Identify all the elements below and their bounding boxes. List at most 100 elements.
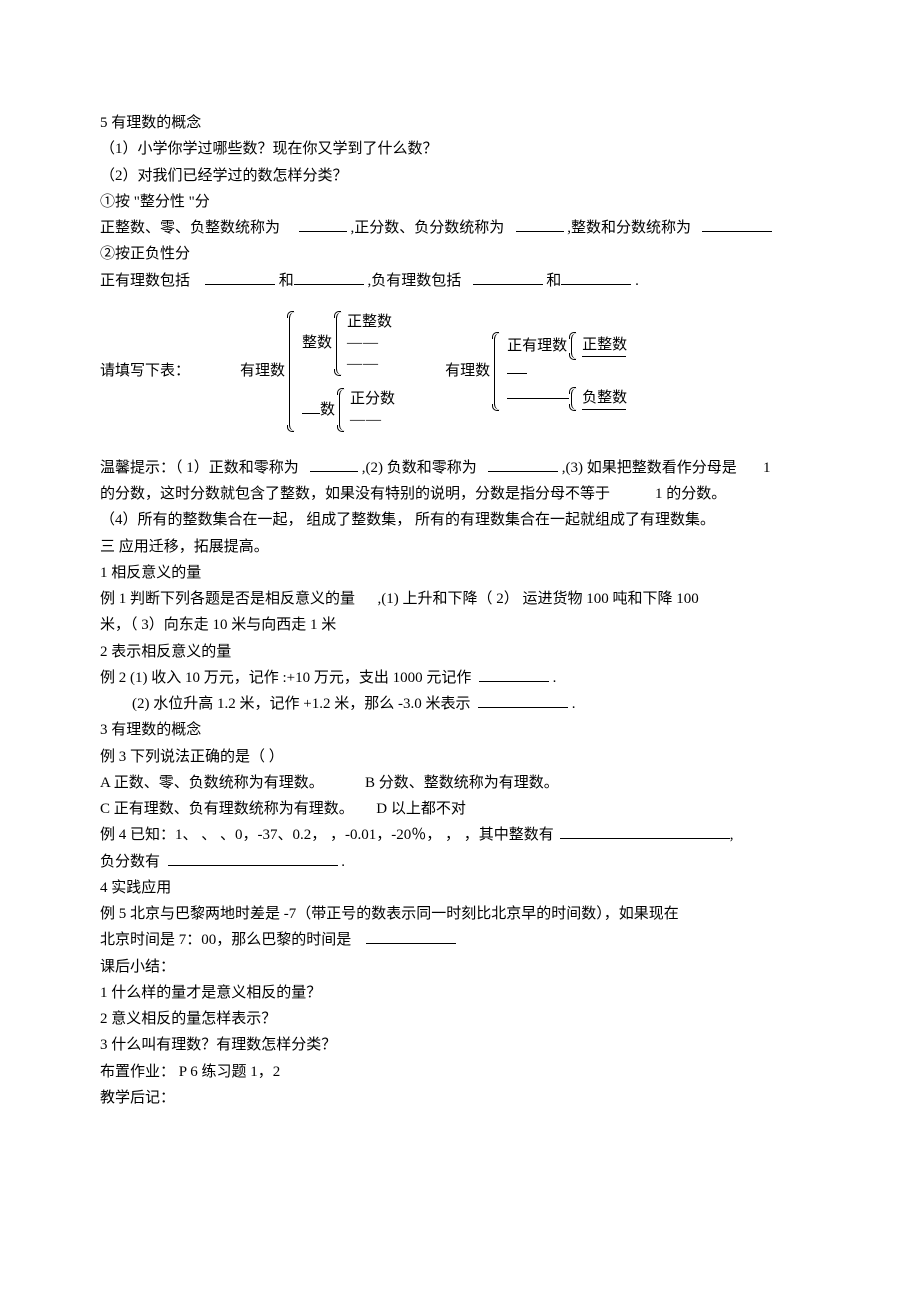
node-label: 整数	[302, 330, 334, 356]
leaves: 正分数 ——	[348, 389, 395, 431]
text: ,(1) 上升和下降（ 2） 运进货物 100 吨和下降 100	[378, 591, 699, 607]
text: 温馨提示：（ 1）正数和零称为	[100, 460, 299, 476]
ex3-opts-row2: C 正有理数、负有理数统称为有理数。 D 以上都不对	[100, 796, 820, 822]
tip-line-2: 的分数，这时分数就包含了整数，如果没有特别的说明，分数是指分母不等于 1 的分数…	[100, 481, 820, 507]
ex4-line1: 例 4 已知：1、 、 、0，-37、0.2， ，-0.01，-20％， ， ，…	[100, 822, 820, 848]
leaf-blank: ——	[347, 354, 392, 375]
tree-right: 有理数 正有理数 正整数 负整数	[445, 333, 627, 410]
option-a: A 正数、零、负数统称为有理数。	[100, 775, 324, 791]
leaf-blank: ——	[347, 333, 392, 354]
section5-title: 5 有理数的概念	[100, 110, 820, 136]
ex4-line2: 负分数有 .	[100, 849, 820, 875]
document-page: 5 有理数的概念 （1）小学你学过哪些数？现在你又学到了什么数？ （2）对我们已…	[0, 0, 920, 1171]
summary-title: 课后小结：	[100, 954, 820, 980]
text: 1 的分数。	[655, 486, 726, 502]
classify-1-title: ①按 "整分性 "分	[100, 189, 820, 215]
blank	[205, 270, 275, 285]
text: 的分数，这时分数就包含了整数，如果没有特别的说明，分数是指分母不等于	[100, 486, 610, 502]
classification-trees: 请填写下表： 有理数 整数 正整数 —— —— 数	[100, 312, 820, 431]
brace-icon	[571, 388, 580, 410]
leaf: 正分数	[350, 389, 395, 410]
tree-node-frac: 数 正分数 ——	[302, 389, 395, 431]
classify-1-line: 正整数、零、负整数统称为 ,正分数、负分数统称为 ,整数和分数统称为	[100, 215, 820, 241]
text: 负分数有	[100, 854, 160, 870]
ex1-line1: 例 1 判断下列各题是否是相反意义的量 ,(1) 上升和下降（ 2） 运进货物 …	[100, 586, 820, 612]
blank	[302, 413, 320, 414]
tree-children: 正有理数 正整数 负整数	[503, 333, 627, 410]
text: ,	[730, 822, 734, 848]
q-5-2: （2）对我们已经学过的数怎样分类？	[100, 163, 820, 189]
ex3-stem: 例 3 下列说法正确的是（ ）	[100, 744, 820, 770]
brace-icon	[289, 312, 298, 431]
blank	[299, 218, 347, 233]
brace-icon	[336, 312, 345, 375]
blank	[168, 851, 338, 866]
ex3-opts-row1: A 正数、零、负数统称为有理数。 B 分数、整数统称为有理数。	[100, 770, 820, 796]
blank	[473, 270, 543, 285]
node-label	[507, 398, 569, 399]
text: 例 1 判断下列各题是否是相反意义的量	[100, 591, 355, 607]
leaf: 负整数	[582, 388, 627, 409]
blank	[294, 270, 364, 285]
ex5-line1: 例 5 北京与巴黎两地时差是 -7（带正号的数表示同一时刻比北京早的时间数），如…	[100, 901, 820, 927]
teaching-note: 教学后记：	[100, 1085, 820, 1111]
leaf-blank	[507, 373, 527, 374]
blank	[516, 218, 564, 233]
q-5-1: （1）小学你学过哪些数？现在你又学到了什么数？	[100, 136, 820, 162]
blank	[488, 457, 558, 472]
p1-heading: 1 相反意义的量	[100, 560, 820, 586]
tree-root: 有理数	[445, 358, 492, 384]
p2-heading: 2 表示相反意义的量	[100, 639, 820, 665]
brace-icon	[494, 333, 503, 410]
tip-line-1: 温馨提示：（ 1）正数和零称为 ,(2) 负数和零称为 ,(3) 如果把整数看作…	[100, 455, 820, 481]
text: .	[572, 696, 576, 712]
blank	[366, 943, 456, 944]
leaves: 正整数 —— ——	[345, 312, 392, 375]
option-c: C 正有理数、负有理数统称为有理数。	[100, 801, 354, 817]
brace-icon	[571, 333, 580, 359]
blank	[479, 667, 549, 682]
ex2-2: (2) 水位升高 1.2 米，记作 +1.2 米，那么 -3.0 米表示 .	[100, 691, 820, 717]
text: ,(2) 负数和零称为	[362, 460, 477, 476]
ex1-line2: 米，（ 3）向东走 10 米与向西走 1 米	[100, 612, 820, 638]
p4-heading: 4 实践应用	[100, 875, 820, 901]
section3-title: 三 应用迁移，拓展提高。	[100, 534, 820, 560]
leaf-blank: ——	[350, 410, 395, 431]
leaf: 正整数	[347, 312, 392, 333]
tree-root: 有理数	[240, 358, 287, 384]
tree-left: 有理数 整数 正整数 —— —— 数 正分数 —	[240, 312, 395, 431]
text: 和	[546, 273, 561, 289]
ex5-line2: 北京时间是 7：00，那么巴黎的时间是	[100, 927, 820, 953]
brace-icon	[339, 389, 348, 431]
text: 北京时间是 7：00，那么巴黎的时间是	[100, 932, 351, 948]
blank	[560, 825, 730, 840]
text: (2) 水位升高 1.2 米，记作 +1.2 米，那么 -3.0 米表示	[132, 696, 470, 712]
text: 例 2 (1) 收入 10 万元，记作 :+10 万元，支出 1000 元记作	[100, 670, 471, 686]
text: 和	[279, 273, 294, 289]
leaf: 正整数	[582, 335, 627, 356]
tree-node-posrat: 正有理数 正整数	[507, 333, 627, 359]
option-b: B 分数、整数统称为有理数。	[365, 775, 559, 791]
blank	[702, 218, 772, 233]
text: 例 4 已知：1、 、 、0，-37、0.2， ，-0.01，-20％， ， ，…	[100, 822, 554, 848]
blank	[561, 270, 631, 285]
tree-prefix: 请填写下表：	[100, 358, 190, 384]
ex2-1: 例 2 (1) 收入 10 万元，记作 :+10 万元，支出 1000 元记作 …	[100, 665, 820, 691]
text: ,正分数、负分数统称为	[351, 220, 505, 236]
node-label: 正有理数	[507, 333, 569, 359]
tip-line-3: （4）所有的整数集合在一起， 组成了整数集， 所有的有理数集合在一起就组成了有理…	[100, 507, 820, 533]
text: .	[553, 670, 557, 686]
summary-q2: 2 意义相反的量怎样表示？	[100, 1006, 820, 1032]
text: .	[635, 273, 639, 289]
leaf-blank	[582, 356, 626, 357]
homework: 布置作业： P 6 练习题 1，2	[100, 1059, 820, 1085]
summary-q1: 1 什么样的量才是意义相反的量？	[100, 980, 820, 1006]
text: ,负有理数包括	[368, 273, 462, 289]
tree-children: 整数 正整数 —— —— 数 正分数 ——	[298, 312, 395, 431]
text: 正整数、零、负整数统称为	[100, 220, 280, 236]
text: 正有理数包括	[100, 273, 190, 289]
p3-heading: 3 有理数的概念	[100, 717, 820, 743]
node-label: 数	[302, 397, 337, 423]
leaf-blank	[582, 409, 626, 410]
summary-q3: 3 什么叫有理数？有理数怎样分类？	[100, 1032, 820, 1058]
